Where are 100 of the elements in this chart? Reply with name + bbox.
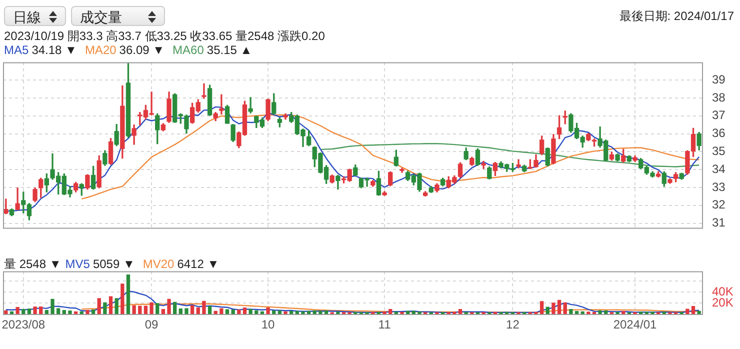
bar (33, 306, 37, 314)
bar (22, 309, 26, 314)
bar (388, 309, 392, 314)
bar (266, 307, 270, 314)
candlestick (248, 97, 253, 114)
text: MA60 (172, 43, 204, 57)
bar (44, 310, 49, 314)
y-tick-label: 35 (712, 144, 726, 158)
x-tick-label: 12 (506, 318, 520, 332)
bar (278, 310, 282, 314)
text: 35.15 ▲ (206, 43, 252, 57)
bar (569, 309, 573, 314)
text: MV20 (142, 257, 174, 271)
bar (622, 311, 626, 314)
bar (272, 310, 276, 314)
bar (184, 308, 188, 314)
bar (173, 302, 177, 314)
x-tick-label: 11 (378, 318, 392, 332)
bar (540, 301, 544, 314)
bar (686, 308, 690, 314)
dropdown: 成交量 (71, 6, 165, 26)
y-tick-label: 32 (712, 198, 726, 212)
bar (108, 296, 113, 314)
text: 2023/10/19 開33.3 高33.7 低33.25 收33.65 量2548 漲跌0.20 (4, 29, 325, 43)
bar (56, 308, 60, 314)
x-tick-label: 2024/01 (613, 318, 658, 332)
bar (91, 310, 96, 314)
bar (97, 298, 101, 314)
bar (552, 302, 556, 314)
bar (604, 310, 608, 314)
bar (574, 311, 579, 314)
bar (138, 306, 142, 314)
bar (563, 302, 567, 314)
bar (190, 305, 194, 314)
text: MV5 (65, 257, 90, 271)
text: 5059 ▼ (92, 257, 135, 271)
bar (546, 306, 550, 314)
bar (16, 306, 20, 314)
bar (458, 309, 462, 314)
bar (167, 298, 171, 314)
x-tick-label: 09 (144, 318, 159, 332)
bar (86, 310, 90, 314)
bar (126, 274, 130, 314)
bar (50, 298, 54, 314)
bar (318, 310, 322, 314)
candlestick (516, 159, 521, 168)
bar (120, 284, 124, 314)
text: 36.09 ▼ (119, 43, 165, 57)
bar (237, 310, 241, 314)
y-tick-label: 39 (712, 72, 726, 86)
bar (284, 311, 288, 314)
bar (80, 311, 84, 314)
bar (27, 308, 32, 314)
candlestick (202, 83, 206, 99)
bar (202, 300, 206, 314)
bar (248, 309, 252, 314)
bar (242, 307, 247, 314)
bar (598, 310, 602, 314)
bar (225, 309, 230, 314)
y-tick-label: 38 (712, 90, 726, 104)
y-tick-label: 34 (712, 162, 726, 176)
text: 最後日期: 2024/01/17 (619, 9, 734, 23)
text: 6412 ▼ (177, 257, 220, 271)
bar (691, 306, 696, 314)
bar (74, 311, 78, 314)
text: MA5 (4, 43, 29, 57)
text: 量 2548 ▼ (4, 257, 62, 271)
bar (144, 306, 148, 314)
bar (557, 300, 562, 314)
bar (39, 306, 43, 314)
bar (301, 311, 305, 314)
bar (254, 310, 258, 314)
bar (132, 305, 136, 314)
bar (114, 298, 118, 314)
bar (220, 308, 224, 314)
text: MA20 (84, 43, 116, 57)
dropdown: 日線 (4, 6, 66, 26)
x-tick-label: 2023/08 (2, 318, 46, 332)
bar (196, 307, 200, 314)
bar (10, 311, 14, 314)
bar (156, 303, 160, 314)
x-tick-label: 10 (261, 318, 276, 332)
bar (260, 311, 264, 314)
y-tick-label: 37 (712, 108, 726, 122)
text: 34.18 ▼ (32, 43, 77, 57)
bar (150, 302, 154, 314)
bar (4, 310, 8, 314)
bar (62, 310, 66, 314)
bar (324, 310, 328, 314)
bar (231, 310, 235, 314)
y-tick-label: 36 (712, 126, 726, 140)
bar (580, 311, 584, 314)
bar (312, 310, 316, 314)
bar (68, 310, 72, 314)
y-tick-label: 31 (712, 216, 726, 230)
bar (161, 309, 166, 314)
bar (208, 306, 212, 314)
candlestick (219, 94, 224, 114)
bar (103, 302, 107, 314)
y-tick-label: 33 (712, 180, 726, 194)
